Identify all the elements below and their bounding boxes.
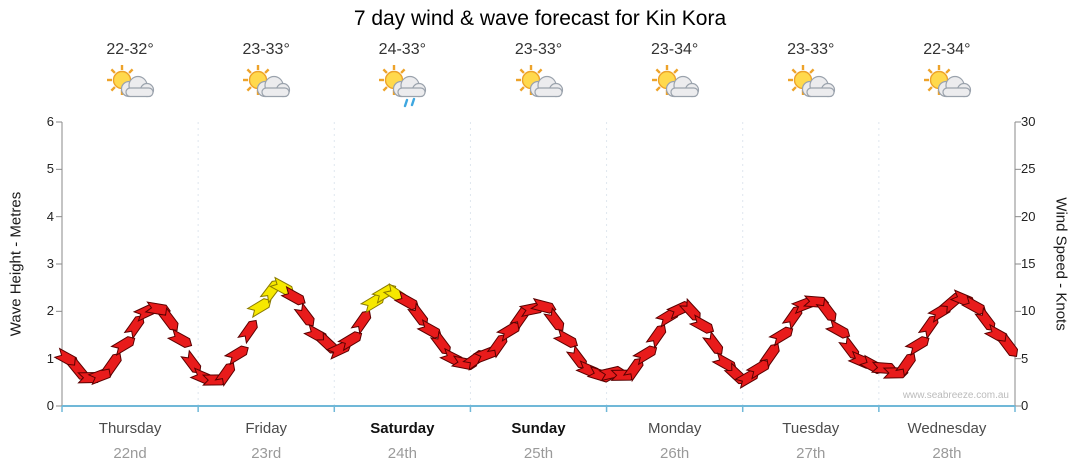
day-temperature-range: 24-33°	[378, 41, 426, 58]
day-weather-icon-wrap	[334, 64, 470, 117]
day-name-label: Sunday	[511, 420, 566, 437]
sun-cloud-icon	[787, 65, 835, 98]
wind-arrow-marker	[702, 330, 724, 355]
day-name-label: Monday	[647, 420, 702, 437]
wind-arrow-marker	[543, 306, 565, 331]
wind-arrow-marker	[157, 306, 179, 331]
sun-cloud-icon	[243, 65, 291, 98]
day-temperature-range: 23-33°	[514, 41, 563, 58]
wind-arrow-marker	[904, 336, 930, 357]
day-date-label: 24th	[387, 445, 417, 462]
wave-height-tick-label: 4	[46, 208, 54, 224]
day-date-label: 25th	[523, 445, 554, 462]
sun-cloud-icon	[651, 65, 699, 98]
day-date-label: 22nd	[113, 445, 147, 462]
wind-arrow-marker	[895, 352, 916, 378]
day-date-label: 28th	[932, 445, 962, 462]
wind-speed-tick-label: 15	[1021, 256, 1036, 271]
day-temperature-range: 22-34°	[923, 41, 971, 58]
day-weather-icon-wrap	[198, 64, 334, 117]
wind-arrow-marker	[645, 324, 667, 349]
day-name-label: Tuesday	[782, 420, 840, 437]
wind-arrow-marker	[110, 336, 136, 357]
wind-arrow-marker	[530, 297, 557, 314]
wind-arrow-marker	[237, 319, 258, 345]
wind-arrow-marker	[223, 345, 249, 366]
wave-height-tick-label: 5	[46, 161, 54, 177]
wave-height-tick-label: 2	[46, 303, 54, 319]
wind-speed-tick-label: 0	[1021, 398, 1029, 413]
wind-arrow-marker	[688, 314, 715, 334]
day-temperature-range: 22-32°	[106, 41, 154, 58]
wind-arrow-marker	[768, 326, 794, 347]
wind-speed-tick-label: 20	[1021, 208, 1036, 224]
day-weather-icon-wrap	[607, 64, 743, 117]
day-temperature-range: 23-33°	[787, 41, 835, 58]
day-name-label: Saturday	[370, 420, 435, 437]
day-weather-icon-wrap	[879, 64, 1015, 117]
wind-arrow-marker	[996, 332, 1019, 357]
day-name-label: Wednesday	[907, 420, 987, 437]
sun-cloud-icon	[107, 65, 155, 98]
wind-arrow-marker	[246, 298, 272, 319]
sun-cloud-icon	[515, 65, 563, 98]
day-name-label: Friday	[245, 420, 288, 437]
wave-height-tick-label: 1	[46, 350, 54, 366]
wind-speed-tick-label: 30	[1021, 114, 1036, 129]
day-weather-icon-wrap	[743, 64, 879, 117]
day-name-label: Thursday	[98, 420, 162, 437]
sun-cloud-icon	[923, 65, 972, 98]
wind-arrow-marker	[280, 285, 306, 306]
day-date-label: 27th	[796, 445, 826, 462]
wind-arrow-marker	[166, 328, 193, 349]
wind-speed-tick-label: 25	[1021, 161, 1036, 177]
sun-cloud-rain-icon	[379, 65, 427, 108]
wave-height-tick-label: 6	[46, 114, 54, 129]
page-title: 7 day wind & wave forecast for Kin Kora	[353, 7, 727, 30]
wind-arrow-marker	[815, 297, 837, 322]
wind-arrow-marker	[632, 345, 658, 366]
day-weather-icon-wrap	[471, 64, 607, 117]
wind-arrow-marker	[759, 343, 780, 368]
day-date-label: 23rd	[251, 445, 282, 462]
wind-arrow-marker	[824, 319, 851, 339]
wind-arrow-marker	[337, 331, 363, 352]
wind-arrow-marker	[101, 352, 122, 378]
wind-arrow-marker	[123, 315, 145, 340]
day-temperature-range: 23-34°	[650, 41, 699, 58]
day-weather-icon-wrap	[62, 64, 198, 117]
day-temperature-range: 23-33°	[242, 41, 290, 58]
wind-arrow-marker	[293, 302, 315, 327]
wave-height-tick-label: 3	[46, 256, 54, 271]
watermark: www.seabreeze.com.au	[902, 390, 1009, 401]
wind-arrow-marker	[180, 349, 202, 374]
wind-arrow-marker	[214, 362, 236, 387]
wind-arrow-marker	[552, 328, 579, 349]
wind-speed-tick-label: 5	[1021, 350, 1029, 366]
wind-speed-tick-label: 10	[1021, 303, 1036, 319]
wave-height-tick-label: 0	[46, 398, 54, 413]
day-date-label: 26th	[660, 445, 690, 462]
wind-arrow-marker	[350, 310, 372, 335]
